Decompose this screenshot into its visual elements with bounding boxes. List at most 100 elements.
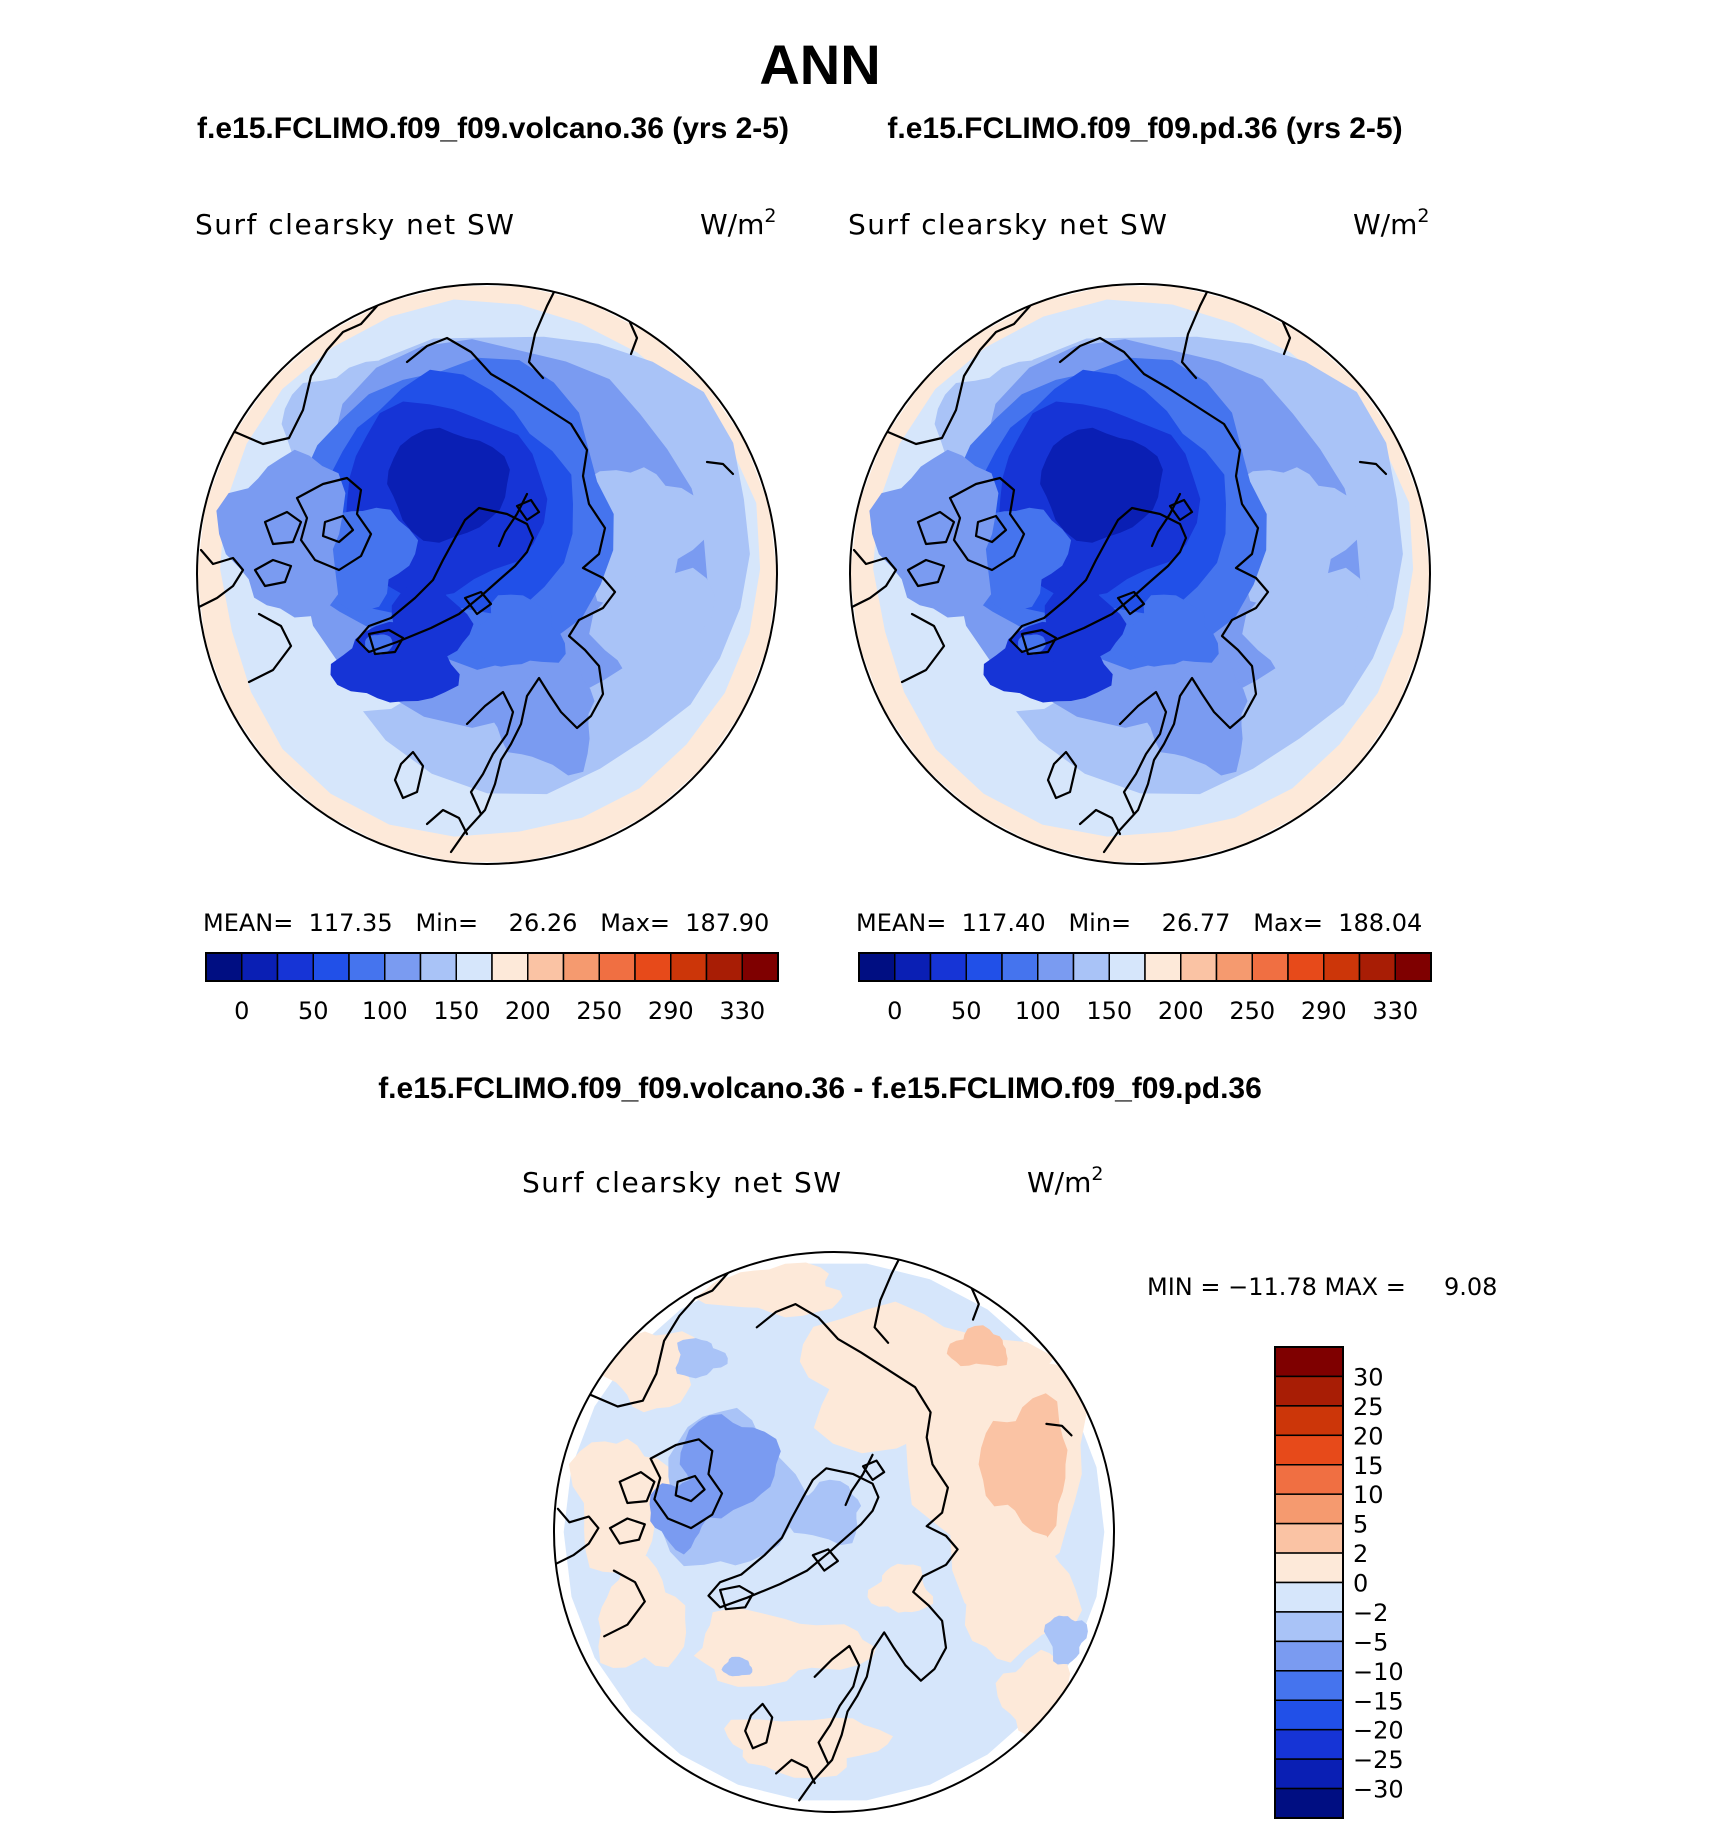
colorbar-tick-label: −25 [1353,1746,1404,1774]
field-region [721,1656,753,1677]
colorbar-swatch [205,952,243,982]
colorbar-swatch [241,952,279,982]
colorbar-swatch [491,952,529,982]
coastline [1118,690,1168,816]
coastline [1008,506,1188,654]
colorbar-tick-label: 20 [1353,1422,1384,1450]
field-region [675,1338,728,1379]
field-region [946,1325,1008,1367]
colorbar-tick-label: −10 [1353,1658,1404,1686]
colorbar-swatch [1274,1346,1344,1378]
field-region [387,427,510,543]
colorbar-tick-label: 0 [234,997,249,1025]
colorbar-swatch [1251,952,1289,982]
colorbar-swatch [598,952,636,982]
stats-line-diff: MIN = −11.78 MAX = 9.08 [1147,1273,1497,1301]
colorbar-swatch [1274,1552,1344,1584]
coastline [295,476,373,572]
colorbar-swatch [1287,952,1325,982]
colorbar-swatch [1274,1787,1344,1819]
colorbar-swatch [1274,1699,1344,1731]
field-region [1041,579,1127,662]
coastline [1020,628,1058,656]
coastline [515,498,541,522]
colorbar-tick-label: 250 [1229,997,1275,1025]
field-region [464,594,566,667]
coastline [197,548,245,610]
colorbar-swatch [1274,1375,1344,1407]
colorbar-swatch [1274,1758,1344,1790]
colorbar-swatch [1394,952,1432,982]
field-region [1117,594,1219,667]
colorbar-tick-label: −20 [1353,1717,1404,1745]
field-region [869,449,999,618]
colorbar-swatch [1215,952,1253,982]
coastline [649,1438,724,1530]
coastline [247,612,293,684]
colorbar-tick-label: 0 [1353,1570,1368,1598]
coastline [948,476,1026,572]
polar-map-pd [849,283,1431,865]
colorbar-tick-label: 290 [1301,997,1347,1025]
coastline [465,690,515,816]
colorbar-swatch [1274,1522,1344,1554]
coastline [775,1758,816,1785]
coastline [603,1569,646,1638]
panel-units-label: W/m2 [700,205,777,241]
field-region [488,651,595,776]
colorbar-swatch [741,952,779,982]
colorbar-tick-label: 290 [648,997,694,1025]
field-region [867,1563,934,1613]
colorbar-swatch [965,952,1003,982]
colorbar-tick-label: 200 [505,997,551,1025]
coastline [463,590,493,616]
coastline [862,304,1032,446]
field-region [216,449,346,618]
colorbar-swatch [419,952,457,982]
colorbar-swatch [634,952,672,982]
field-region [694,1262,843,1318]
colorbar-swatch [858,952,896,982]
coastline [1180,284,1214,380]
map-boundary [849,283,1431,865]
colorbar-pd: 0 50 100 150 200 250 290 330 [858,952,1432,1025]
case-title-diff: f.e15.FCLIMO.f09_f09.volcano.36 - f.e15.… [378,1072,1262,1105]
colorbar-tick-label: 5 [1353,1511,1368,1539]
coastline [1058,336,1270,854]
colorbar-tick-label: −15 [1353,1687,1404,1715]
colorbar-swatch [670,952,708,982]
coastline [861,1459,886,1481]
field-region [598,1551,687,1668]
field-region [1141,651,1248,776]
coastline [744,1702,774,1750]
panel-variable-label: Surf clearsky net SW [522,1166,842,1199]
colorbar-swatch [1274,1640,1344,1672]
field-region [1040,427,1163,543]
coastline [1045,1422,1073,1437]
coastline [355,506,535,654]
field-region [978,1393,1068,1539]
colorbar-swatch [348,952,386,982]
polar-map-volcano [196,283,778,865]
coastline [705,460,735,476]
field-region [1242,567,1368,715]
coastline [974,514,1008,544]
coastline [674,1474,706,1503]
map-field [197,284,777,862]
map-boundary [553,1251,1115,1813]
map-field [850,284,1430,862]
coastline [811,1548,839,1572]
coastline [566,1272,729,1408]
field-region [388,579,474,662]
colorbar-swatch [1108,952,1146,982]
colorbar-swatch [705,952,743,982]
colorbar-tick-label: 150 [1086,997,1132,1025]
colorbar-swatch [1072,952,1110,982]
colorbar-swatch [1274,1464,1344,1495]
colorbar-tick-label: 330 [719,997,765,1025]
colorbar-swatch [929,952,967,982]
colorbar-tick-label: 100 [1015,997,1061,1025]
coastline [527,284,561,380]
colorbar-swatch [1358,952,1396,982]
